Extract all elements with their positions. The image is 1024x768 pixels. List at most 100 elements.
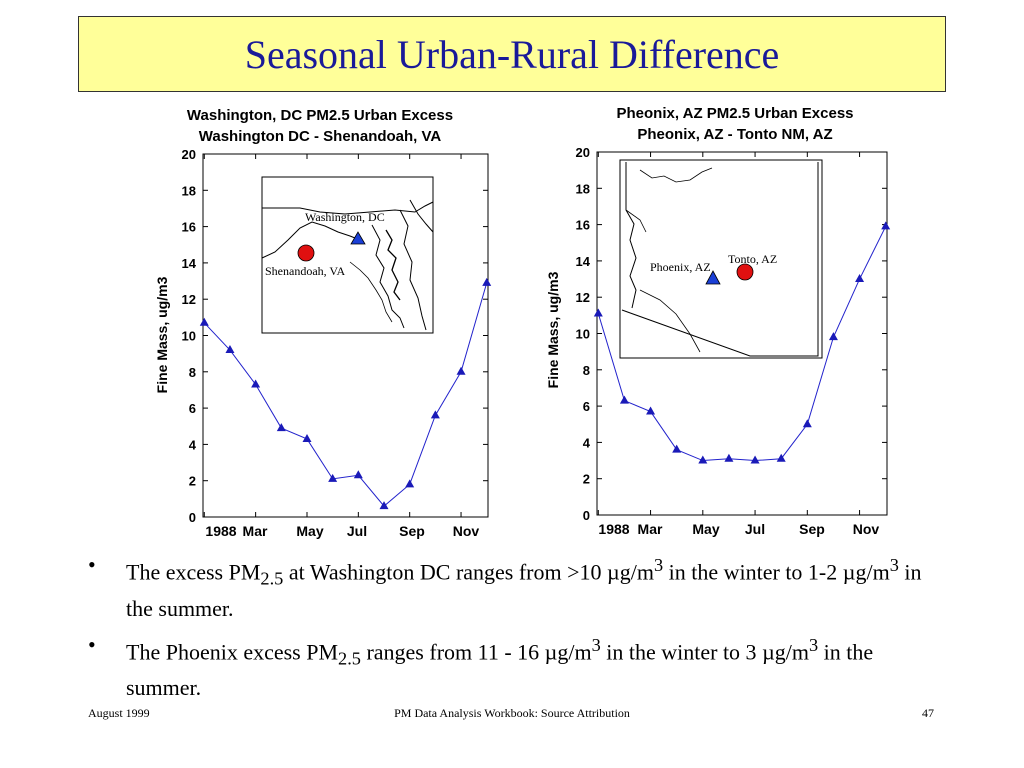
az-rural-marker (736, 263, 754, 281)
bullet-text: The Phoenix excess PM (126, 639, 339, 665)
bullet-text: in the summer. (126, 559, 922, 621)
bullet-dot: • (88, 552, 96, 577)
bullet-text: g/m (774, 639, 809, 665)
az-y-tick-label: 8 (583, 363, 590, 378)
dc-inset-label-dc: Washington, DC (305, 210, 385, 224)
superscript: 3 (889, 555, 899, 575)
az-inset-frame (619, 159, 823, 359)
az-y-tick-label: 10 (576, 327, 590, 342)
dc-data-point (353, 470, 363, 479)
dc-y-tick-label: 18 (182, 183, 196, 198)
subscript: 2.5 (338, 648, 361, 669)
dc-inset-state-outline (261, 221, 361, 259)
az-urban-marker (705, 270, 721, 285)
dc-rural-marker (297, 244, 315, 262)
dc-x-tick-label: Mar (243, 523, 268, 539)
dc-data-point (276, 423, 286, 432)
bullet-text: in the summer. (126, 639, 874, 701)
az-axes: 0 2 4 6 8 10 12 14 16 18 20 1988 Mar May Jul Sep Nov (576, 145, 887, 537)
az-data-point (802, 419, 812, 428)
mu-symbol: µ (842, 559, 856, 585)
dc-chart-subtitle: Washington DC - Shenandoah, VA (199, 128, 442, 145)
az-x-tick-label: Sep (799, 521, 825, 537)
az-y-axis-label: Fine Mass, ug/m3 (545, 271, 561, 388)
dc-y-tick-label: 8 (189, 365, 196, 380)
az-inset-map: Phoenix, AZ Tonto, AZ (619, 159, 823, 359)
dc-x-tick-label: Nov (453, 523, 480, 539)
superscript: 3 (653, 555, 664, 575)
dc-data-point (225, 345, 235, 354)
slide-title: Seasonal Urban-Rural Difference (244, 31, 780, 77)
dc-data-point (251, 379, 261, 388)
az-data-point (672, 444, 682, 453)
mu-symbol: µ (544, 639, 558, 665)
dc-data-point (456, 366, 466, 375)
az-inset-river (639, 289, 701, 353)
az-x-tick-label: Jul (745, 521, 765, 537)
az-data-point (619, 395, 629, 404)
bullet-text: g/m (619, 559, 654, 585)
az-inset-label-tonto: Tonto, AZ (728, 252, 777, 266)
az-y-tick-label: 2 (583, 472, 590, 487)
bullet-dot: • (88, 631, 96, 657)
dc-data-point (199, 317, 209, 326)
az-x-tick-label: 1988 (598, 521, 629, 537)
az-chart-title: Pheonix, AZ PM2.5 Urban Excess (616, 105, 853, 122)
bullet-phoenix: • The Phoenix excess PM2.5 ranges from 1… (88, 630, 928, 704)
bullet-text: at Washington DC ranges from >10 (283, 559, 608, 585)
dc-inset-bay (385, 229, 401, 301)
superscript: 3 (808, 634, 819, 655)
dc-x-tick-label: Jul (347, 523, 367, 539)
az-data-point (724, 453, 734, 462)
dc-y-tick-label: 0 (189, 510, 196, 525)
dc-inset-label-shenandoah: Shenandoah, VA (265, 264, 346, 278)
az-inset-colorado-river (625, 167, 713, 233)
dc-x-tick-label: Sep (399, 523, 425, 539)
dc-inset-border-line (262, 201, 434, 215)
az-chart-subtitle: Pheonix, AZ - Tonto NM, AZ (637, 126, 832, 143)
dc-series-line (203, 282, 488, 507)
az-data-point (698, 455, 708, 464)
bullet-text: The excess PM (126, 559, 261, 585)
dc-chart-title: Washington, DC PM2.5 Urban Excess (187, 107, 453, 124)
mu-symbol: µ (762, 639, 775, 665)
footer-date: August 1999 (88, 706, 150, 720)
az-series (593, 221, 891, 464)
dc-axes: 0 2 4 6 8 10 12 14 16 18 20 1988 Mar May Jul Sep Nov (182, 147, 488, 539)
az-series-line (597, 226, 887, 462)
bullet-list: • The excess PM2.5 at Washington DC rang… (88, 550, 928, 709)
dc-x-tick-label: 1988 (205, 523, 236, 539)
dc-inset-map: Washington, DC Shenandoah, VA (261, 176, 434, 334)
dc-data-point (302, 433, 312, 442)
az-data-point (750, 455, 760, 464)
az-y-tick-label: 16 (576, 218, 590, 233)
az-y-tick-label: 14 (576, 254, 591, 269)
dc-inset-frame (261, 176, 434, 334)
bullet-text: in the winter to 1-2 (663, 559, 843, 585)
superscript: 3 (591, 634, 601, 655)
dc-data-point (379, 501, 389, 510)
bullet-text: in the winter to 3 (600, 639, 763, 665)
az-data-point (776, 453, 786, 462)
az-inset-state-border (621, 162, 819, 357)
az-x-tick-label: Nov (853, 521, 880, 537)
title-box: Seasonal Urban-Rural Difference (78, 16, 946, 92)
dc-x-tick-label: May (296, 523, 323, 539)
az-y-tick-label: 4 (583, 435, 591, 450)
az-data-point (828, 332, 838, 341)
subscript: 2.5 (260, 568, 284, 589)
bullet-text: g/m (855, 559, 890, 585)
dc-y-tick-label: 10 (182, 329, 196, 344)
dc-y-tick-label: 20 (182, 147, 196, 162)
bullet-dc: • The excess PM2.5 at Washington DC rang… (88, 550, 928, 624)
az-data-point (593, 308, 603, 317)
dc-y-tick-label: 2 (189, 474, 196, 489)
az-x-tick-label: Mar (638, 521, 663, 537)
footer-title: PM Data Analysis Workbook: Source Attrib… (394, 706, 630, 720)
dc-y-tick-label: 16 (182, 220, 196, 235)
bullet-text: ranges from 11 - 16 (360, 639, 545, 665)
mu-symbol: µ (607, 559, 620, 585)
dc-y-tick-label: 14 (182, 256, 197, 271)
az-inset-label-phoenix: Phoenix, AZ (650, 260, 711, 274)
